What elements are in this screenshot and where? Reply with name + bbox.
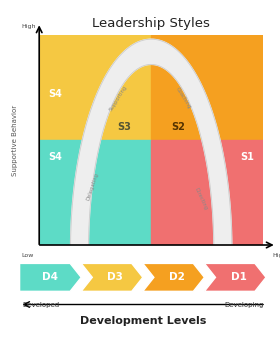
Text: S2: S2 [171, 122, 185, 132]
Polygon shape [81, 264, 143, 291]
Text: Developing: Developing [224, 301, 263, 308]
Text: D3: D3 [108, 272, 123, 282]
Text: Low: Low [21, 253, 34, 258]
Bar [151, 140, 263, 245]
Text: Supportive Behavior: Supportive Behavior [11, 104, 18, 176]
Text: D2: D2 [169, 272, 185, 282]
Polygon shape [143, 264, 204, 291]
Bar [39, 140, 151, 245]
Text: S1: S1 [241, 152, 255, 162]
Text: Supporting: Supporting [109, 84, 129, 112]
Polygon shape [20, 264, 81, 291]
Text: S3: S3 [117, 122, 131, 132]
Text: S4: S4 [48, 152, 62, 162]
Polygon shape [204, 264, 266, 291]
Text: Coaching: Coaching [175, 86, 192, 110]
Bar [151, 35, 263, 140]
Text: Directive Behavior: Directive Behavior [119, 260, 183, 266]
Text: Development Levels: Development Levels [80, 315, 206, 326]
Text: High: High [272, 253, 280, 258]
Text: D4: D4 [42, 272, 59, 282]
Text: D1: D1 [231, 272, 246, 282]
Text: Developed: Developed [22, 301, 59, 308]
Text: High: High [21, 24, 36, 29]
Bar [39, 35, 151, 140]
Title: Leadership Styles: Leadership Styles [92, 17, 210, 30]
Text: S4: S4 [48, 89, 62, 99]
Text: Delegating: Delegating [86, 172, 100, 201]
Text: Directing: Directing [193, 187, 208, 211]
Polygon shape [71, 39, 232, 249]
